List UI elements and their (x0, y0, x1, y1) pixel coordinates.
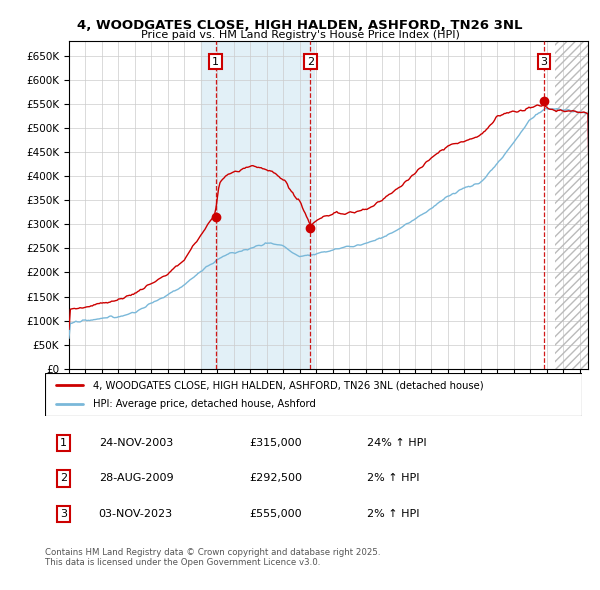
Text: 1: 1 (212, 57, 219, 67)
Text: 3: 3 (541, 57, 548, 67)
Bar (555, 41, 588, 369)
Text: 3: 3 (60, 509, 67, 519)
Text: 4, WOODGATES CLOSE, HIGH HALDEN, ASHFORD, TN26 3NL: 4, WOODGATES CLOSE, HIGH HALDEN, ASHFORD… (77, 19, 523, 32)
Text: 03-NOV-2023: 03-NOV-2023 (98, 509, 173, 519)
Text: HPI: Average price, detached house, Ashford: HPI: Average price, detached house, Ashf… (94, 399, 316, 409)
Text: Contains HM Land Registry data © Crown copyright and database right 2025.
This d: Contains HM Land Registry data © Crown c… (45, 548, 380, 567)
Text: 28-AUG-2009: 28-AUG-2009 (98, 474, 173, 483)
Text: 24-NOV-2003: 24-NOV-2003 (98, 438, 173, 448)
Bar (201, 41, 314, 369)
Bar (555, 41, 588, 369)
Text: Price paid vs. HM Land Registry's House Price Index (HPI): Price paid vs. HM Land Registry's House … (140, 30, 460, 40)
Text: 2: 2 (60, 474, 67, 483)
Text: £555,000: £555,000 (249, 509, 302, 519)
Text: 24% ↑ HPI: 24% ↑ HPI (367, 438, 427, 448)
Text: 2% ↑ HPI: 2% ↑ HPI (367, 474, 420, 483)
Text: 4, WOODGATES CLOSE, HIGH HALDEN, ASHFORD, TN26 3NL (detached house): 4, WOODGATES CLOSE, HIGH HALDEN, ASHFORD… (94, 381, 484, 391)
Text: 2: 2 (307, 57, 314, 67)
Text: £292,500: £292,500 (249, 474, 302, 483)
Text: 2% ↑ HPI: 2% ↑ HPI (367, 509, 420, 519)
Text: 1: 1 (60, 438, 67, 448)
Text: £315,000: £315,000 (249, 438, 302, 448)
